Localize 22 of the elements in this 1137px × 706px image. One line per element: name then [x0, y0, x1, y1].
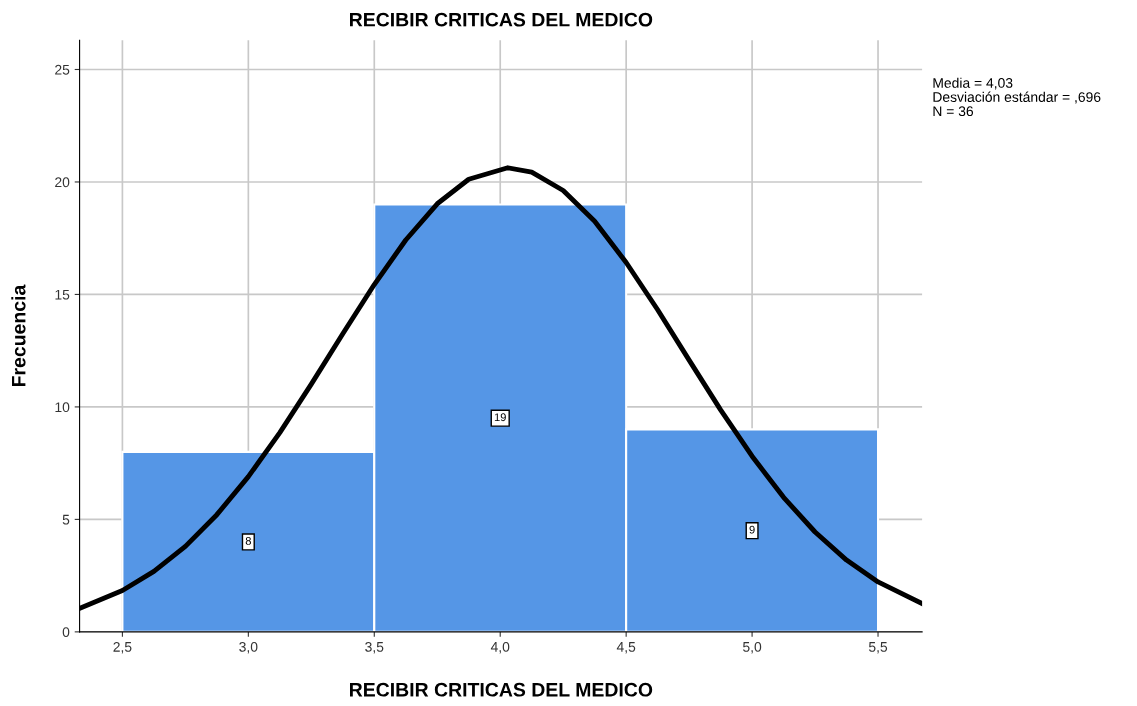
y-tick-label: 10 — [55, 402, 70, 413]
text: Media = 4,03 — [933, 77, 1013, 90]
data-label: 9 — [749, 525, 755, 534]
chart-title: RECIBIR CRITICAS DEL MEDICO — [350, 12, 653, 27]
x-tick-label: 4,5 — [616, 642, 636, 654]
y-tick-label: 20 — [55, 177, 70, 188]
text: Desviación estándar = ,696 — [933, 91, 1101, 104]
text: N = 36 — [933, 106, 974, 117]
data-label: 8 — [245, 537, 251, 545]
y-axis-title: Frecuencia — [11, 284, 26, 387]
y-tick-label: 5 — [62, 514, 70, 525]
x-tick-label: 3,0 — [239, 641, 258, 654]
x-tick-label: 5,0 — [743, 641, 762, 654]
y-tick-label: 0 — [62, 627, 70, 638]
x-axis-title: RECIBIR CRITICAS DEL MEDICO — [350, 682, 653, 697]
x-tick-label: 4,0 — [490, 641, 510, 654]
x-tick-label: 5,5 — [868, 642, 888, 654]
x-tick-label: 3,5 — [365, 641, 384, 654]
y-tick-label: 25 — [55, 64, 70, 75]
y-tick-label: 15 — [55, 289, 70, 300]
data-label: 19 — [494, 413, 506, 422]
x-tick-label: 2,5 — [113, 641, 132, 654]
